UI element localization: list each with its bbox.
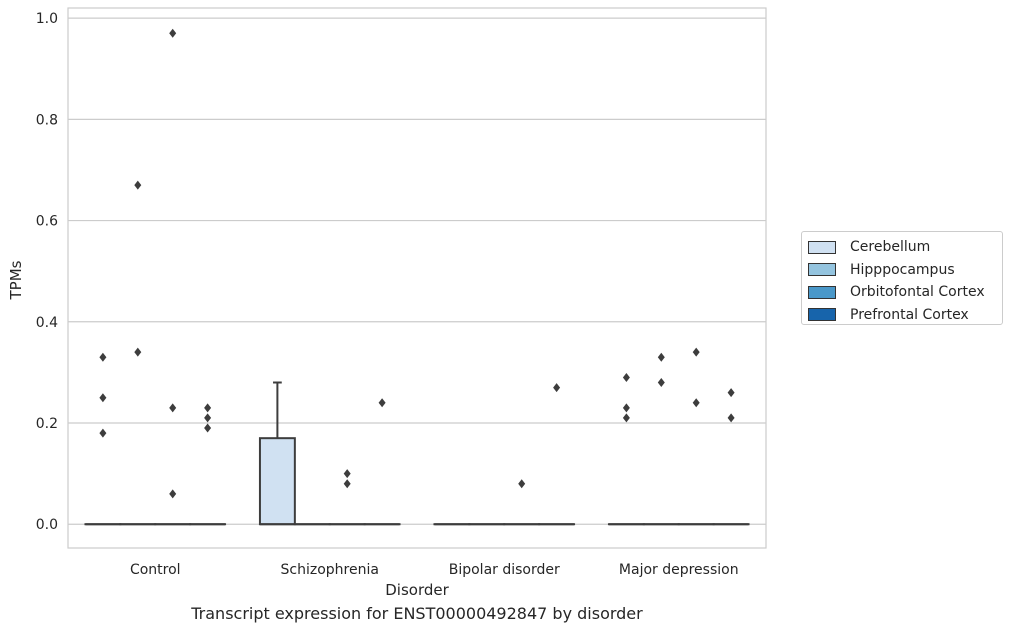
outlier-point [622, 372, 630, 382]
legend-label: Prefrontal Cortex [850, 306, 969, 323]
outlier-point [553, 383, 561, 393]
outlier-point [692, 398, 700, 408]
outlier-point [343, 469, 351, 479]
outlier-point [657, 378, 665, 388]
outlier-point [657, 352, 665, 362]
x-tick-label: Control [130, 562, 181, 578]
outlier-point [169, 403, 177, 413]
grid-lines [68, 17, 766, 525]
legend-label: Hipppocampus [850, 261, 955, 278]
outlier-point [622, 413, 630, 423]
legend-item: Prefrontal Cortex [808, 304, 1002, 327]
outlier-point [134, 180, 142, 190]
outlier-point [727, 413, 735, 423]
legend-item: Hipppocampus [808, 259, 1002, 282]
x-tick-label: Bipolar disorder [449, 562, 560, 578]
x-tick-label: Major depression [619, 562, 739, 578]
outlier-point [378, 398, 386, 408]
legend-swatch [808, 240, 836, 254]
chart-caption: Transcript expression for ENST0000049284… [191, 604, 643, 623]
legend-item: Cerebellum [808, 236, 1002, 259]
outlier-point [727, 388, 735, 398]
y-tick-labels: 0.0 0.2 0.4 0.6 0.8 1.0 [36, 11, 58, 533]
outlier-point [169, 28, 177, 38]
outlier-point [204, 403, 212, 413]
legend-item: Orbitofontal Cortex [808, 281, 1002, 304]
outlier-point [692, 347, 700, 357]
legend-swatch [808, 263, 836, 277]
outlier-point [99, 428, 107, 438]
legend: Cerebellum Hipppocampus Orbitofontal Corte… [801, 231, 1003, 325]
y-tick-label: 0.4 [36, 315, 58, 331]
y-axis-label: TPMs [7, 260, 25, 300]
legend-label: Cerebellum [850, 239, 931, 256]
outlier-point [622, 403, 630, 413]
y-tick-label: 1.0 [36, 11, 58, 27]
outlier-points [99, 28, 735, 499]
outlier-point [343, 479, 351, 489]
outlier-point [204, 423, 212, 433]
x-axis-label: Disorder [385, 581, 449, 599]
outlier-point [99, 393, 107, 403]
legend-swatch [808, 308, 836, 322]
outlier-point [518, 479, 526, 489]
x-tick-labels: Control Schizophrenia Bipolar disorder Majo… [130, 562, 739, 578]
y-tick-label: 0.0 [36, 517, 58, 533]
outlier-point [204, 413, 212, 423]
y-tick-label: 0.6 [36, 214, 58, 230]
outlier-point [134, 347, 142, 357]
plot-frame [67, 7, 767, 549]
box-body [258, 437, 296, 526]
y-tick-label: 0.2 [36, 416, 58, 432]
box-series [84, 381, 750, 526]
legend-label: Orbitofontal Cortex [850, 284, 985, 301]
outlier-point [99, 352, 107, 362]
x-tick-label: Schizophrenia [281, 562, 379, 578]
y-tick-label: 0.8 [36, 112, 58, 128]
outlier-point [169, 489, 177, 499]
box-cerebellum [258, 381, 296, 526]
legend-swatch [808, 285, 836, 299]
